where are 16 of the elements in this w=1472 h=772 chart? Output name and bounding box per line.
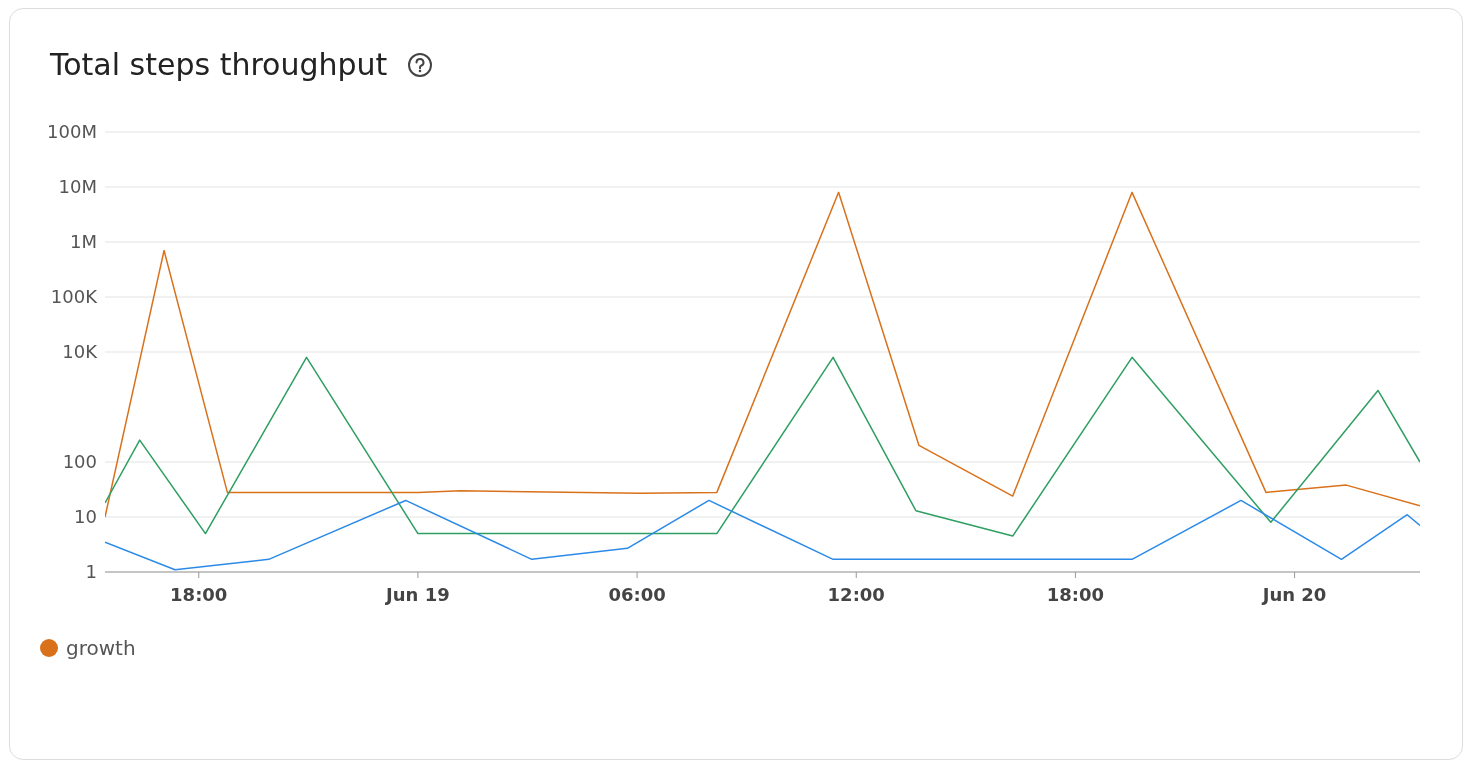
- x-tick-label: Jun 19: [384, 583, 450, 605]
- y-tick-label: 100: [62, 451, 97, 473]
- legend-label: growth: [66, 636, 136, 660]
- x-tick-label: Jun 20: [1260, 583, 1327, 605]
- x-tick-label: 06:00: [608, 583, 666, 605]
- y-tick-label: 10: [74, 506, 97, 528]
- x-tick-label: 12:00: [827, 583, 885, 605]
- y-tick-label: 100M: [47, 121, 97, 143]
- chart-title: Total steps throughput: [50, 47, 388, 82]
- y-tick-label: 1M: [70, 231, 97, 253]
- y-tick-label: 10K: [62, 341, 99, 363]
- y-tick-label: 10M: [58, 176, 97, 198]
- y-tick-label: 1: [85, 561, 97, 583]
- x-tick-label: 18:00: [1046, 583, 1105, 605]
- y-tick-label: 100K: [50, 286, 99, 308]
- x-tick-label: 18:00: [170, 583, 228, 605]
